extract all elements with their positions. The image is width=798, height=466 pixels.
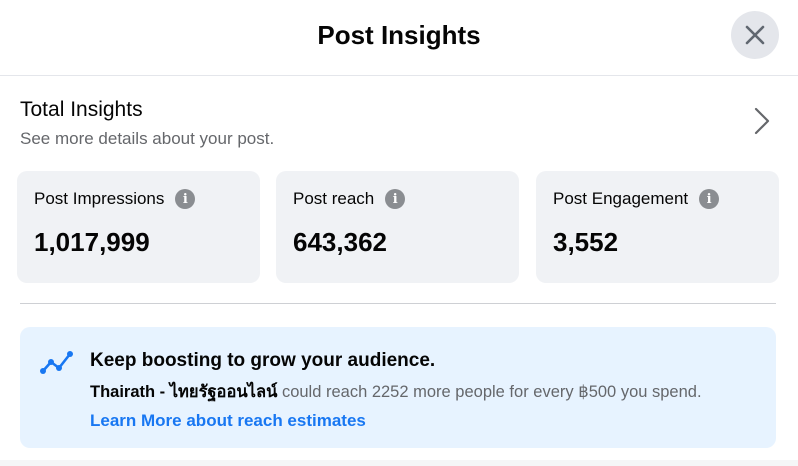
total-insights-title: Total Insights	[20, 98, 143, 121]
dialog-header: Post Insights	[0, 0, 798, 76]
metric-label: Post Engagement	[553, 189, 689, 208]
close-button[interactable]	[731, 11, 779, 59]
metric-card-post-impressions: Post Impressions i 1,017,999	[17, 171, 260, 283]
info-icon[interactable]: i	[699, 189, 720, 209]
metric-label: Post reach	[293, 189, 375, 208]
chevron-right-icon	[754, 107, 770, 135]
boost-banner-title: Keep boosting to grow your audience.	[90, 350, 436, 371]
metric-value: 3,552	[553, 227, 619, 257]
metric-value: 643,362	[293, 227, 387, 257]
bottom-strip	[0, 460, 798, 466]
boost-banner-text: could reach 2252 more people for every ฿…	[277, 383, 702, 401]
info-icon[interactable]: i	[175, 189, 196, 209]
page-name: Thairath - ไทยรัฐออนไลน์	[90, 383, 278, 401]
metric-card-post-reach: Post reach i 643,362	[276, 171, 519, 283]
divider	[20, 303, 776, 304]
metric-value: 1,017,999	[34, 227, 150, 257]
boost-banner-body: Thairath - ไทยรัฐออนไลน์ could reach 225…	[90, 379, 702, 405]
dialog-title: Post Insights	[317, 20, 481, 50]
info-icon[interactable]: i	[385, 189, 406, 209]
total-insights-subtitle: See more details about your post.	[20, 129, 275, 148]
learn-more-link[interactable]: Learn More about reach estimates	[90, 411, 366, 430]
metric-label: Post Impressions	[34, 189, 165, 208]
trending-up-icon	[40, 351, 73, 374]
metric-card-post-engagement: Post Engagement i 3,552	[536, 171, 779, 283]
boost-banner: Keep boosting to grow your audience. Tha…	[20, 327, 776, 448]
close-icon	[745, 25, 765, 45]
total-insights-row[interactable]: Total Insights See more details about yo…	[0, 94, 798, 158]
